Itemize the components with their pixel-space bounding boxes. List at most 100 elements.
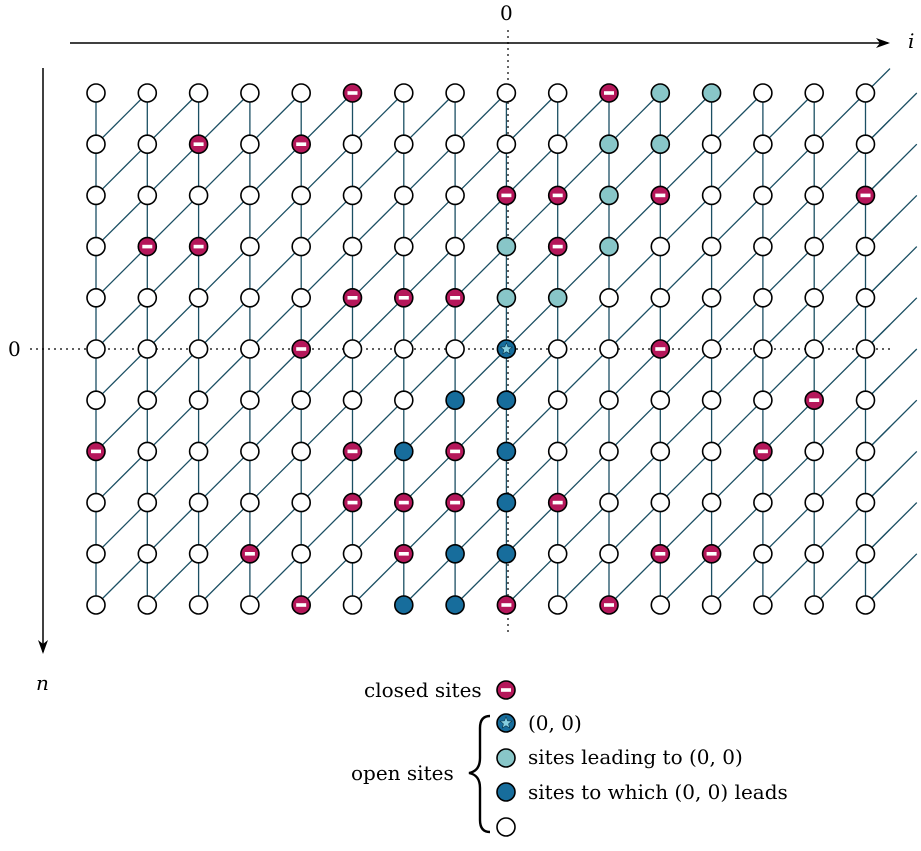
reached-site: [393, 441, 414, 462]
closed-site: [393, 492, 414, 513]
open-site: [137, 492, 158, 513]
open-site: [650, 236, 671, 257]
site-circle: [188, 339, 209, 359]
diagonal-edge: [659, 92, 713, 145]
site-circle: [496, 543, 517, 564]
diagonal-edge: [608, 143, 661, 196]
site-circle: [342, 339, 363, 359]
closed-bar: [655, 193, 666, 198]
diagonal-edge: [352, 246, 405, 299]
legend-open-marker: [496, 817, 516, 837]
site-circle: [496, 134, 517, 154]
site-circle: [188, 595, 209, 615]
diagonal-edge: [557, 399, 610, 452]
open-site: [753, 595, 773, 615]
site-circle: [445, 595, 465, 615]
diagonal-edge: [95, 194, 148, 248]
diagonal-edge: [813, 92, 866, 145]
diagonal-edge: [249, 553, 302, 606]
site-circle: [753, 236, 773, 257]
diagonal-edge: [198, 348, 251, 401]
open-site: [393, 185, 414, 206]
open-site: [188, 83, 209, 103]
closed-bar: [501, 603, 512, 607]
open-site: [855, 134, 876, 154]
diagonal-edge: [352, 399, 405, 452]
open-site: [137, 185, 158, 206]
site-circle: [804, 83, 825, 103]
site-circle: [804, 595, 825, 615]
site-circle: [650, 287, 671, 308]
diagonal-edge: [249, 450, 302, 504]
closed-bar: [450, 500, 461, 505]
diagonal-edge: [300, 553, 353, 606]
site-circle: [599, 185, 619, 206]
diagonal-edge: [557, 502, 610, 555]
open-site: [804, 287, 825, 308]
open-site: [753, 236, 773, 257]
open-site: [753, 185, 773, 206]
site-circle: [599, 390, 619, 411]
open-site: [342, 185, 363, 206]
diagonal-edge: [403, 348, 456, 401]
site-circle: [240, 595, 260, 615]
site-circle: [240, 390, 260, 411]
open-site: [804, 236, 825, 257]
diagonal-edge: [403, 143, 456, 196]
site-circle: [701, 287, 722, 308]
open-site: [804, 543, 825, 564]
open-site: [753, 339, 773, 359]
closed-site: [547, 236, 568, 257]
open-site: [855, 83, 876, 103]
open-site: [342, 134, 363, 154]
diagonal-edge: [146, 297, 200, 350]
closed-site: [650, 339, 671, 359]
diagonal-edge: [352, 450, 405, 504]
site-circle: [291, 492, 312, 513]
open-site: [804, 339, 825, 359]
diagonal-edge: [813, 502, 866, 555]
closed-site: [342, 83, 363, 103]
open-site: [855, 543, 876, 564]
site-circle: [137, 83, 158, 103]
diagonal-edge: [300, 92, 353, 145]
site-circle: [445, 339, 465, 359]
diagonal-edge: [608, 297, 661, 350]
diagonal-edge: [505, 399, 559, 452]
open-site: [86, 492, 106, 513]
diagonal-edge: [403, 450, 456, 504]
site-circle: [393, 390, 414, 411]
site-circle: [496, 492, 517, 513]
site-circle: [342, 543, 363, 564]
lattice-sites: [86, 83, 876, 615]
diagonal-edge: [403, 553, 456, 606]
open-site: [86, 595, 106, 615]
site-circle: [753, 287, 773, 308]
diagonal-edge: [659, 348, 713, 401]
diagonal-edge: [608, 502, 661, 555]
closed-bar: [193, 142, 204, 146]
site-circle: [496, 782, 516, 802]
diagonal-edge: [403, 297, 456, 350]
site-circle: [342, 236, 363, 257]
open-site: [547, 595, 568, 615]
i-axis-label: i: [908, 29, 914, 53]
open-site: [291, 441, 312, 462]
diagonal-edge: [505, 246, 559, 299]
diagonal-edge: [711, 348, 764, 401]
open-site: [240, 339, 260, 359]
diagonal-edge: [454, 553, 507, 606]
closed-bar: [450, 449, 461, 454]
reached-site: [496, 390, 517, 411]
site-circle: [547, 441, 568, 462]
open-site: [855, 287, 876, 308]
open-site: [547, 83, 568, 103]
closed-site: [188, 236, 209, 257]
diagonal-edge: [403, 246, 456, 299]
site-circle: [753, 339, 773, 359]
origin-site: [496, 339, 517, 359]
diagonal-edge: [249, 143, 302, 196]
diagonal-edge: [403, 399, 456, 452]
diagonal-edge: [813, 246, 866, 299]
diagonal-edge: [762, 399, 815, 452]
